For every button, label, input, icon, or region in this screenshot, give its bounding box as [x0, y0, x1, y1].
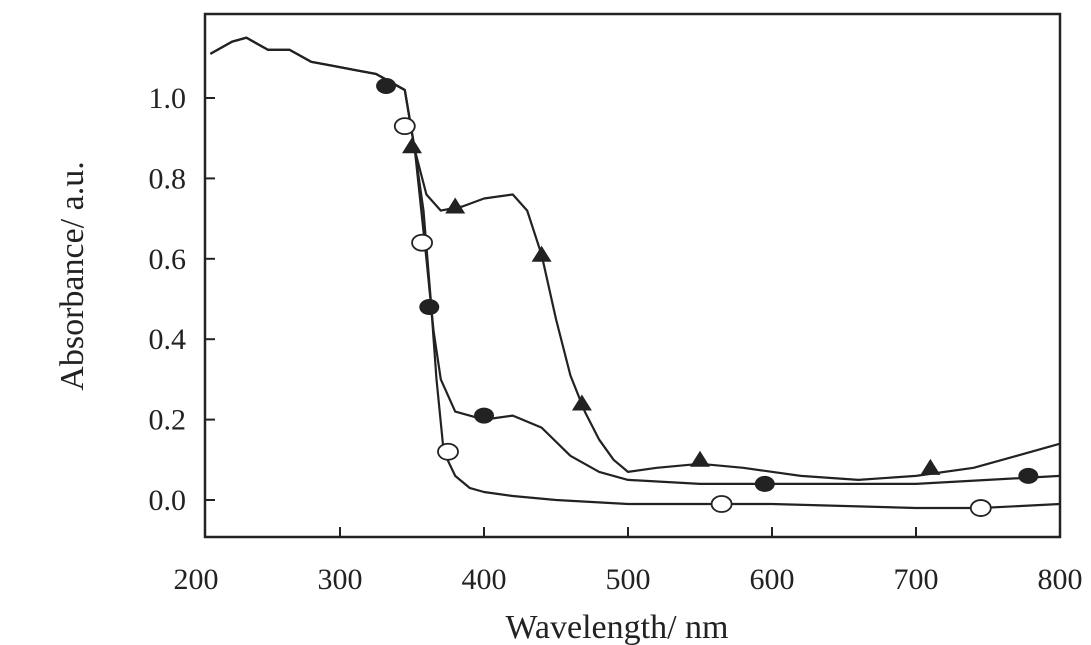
series-open-circle	[209, 36, 1061, 517]
plot-frame	[203, 12, 1062, 539]
open-circle-marker	[437, 442, 459, 461]
triangle-marker	[445, 197, 466, 214]
axis-ticks	[205, 97, 917, 537]
series-line	[209, 36, 1061, 485]
x-tick-label: 400	[462, 563, 507, 596]
open-circle-marker	[411, 233, 433, 252]
x-tick-label: 500	[606, 563, 651, 596]
open-circle-marker	[969, 499, 992, 517]
y-tick-label: 0.0	[149, 484, 187, 517]
x-tick-label: 300	[318, 563, 363, 596]
x-tick-label: 600	[750, 563, 795, 596]
x-axis-title: Wavelength/ nm	[506, 609, 729, 645]
y-tick-label: 1.0	[149, 82, 187, 115]
series-line	[209, 36, 1061, 481]
triangle-marker	[571, 394, 592, 411]
x-tick-label: 200	[174, 563, 219, 596]
triangle-marker	[402, 137, 422, 154]
x-tick-label: 800	[1038, 563, 1083, 596]
y-tick-labels: 0.0 0.2 0.4 0.6 0.8 1.0	[149, 82, 187, 517]
y-axis-title: Absorbance/ a.u.	[54, 161, 91, 390]
y-tick-label: 0.8	[149, 162, 187, 195]
open-circle-marker	[710, 495, 733, 513]
triangle-marker	[531, 245, 552, 262]
series-filled-triangle	[209, 36, 1061, 481]
open-circle-marker	[393, 117, 416, 136]
series-group	[209, 36, 1061, 517]
y-tick-label: 0.6	[149, 243, 187, 276]
y-tick-label: 0.4	[149, 323, 187, 356]
filled-circle-marker	[474, 407, 494, 424]
x-tick-label: 700	[894, 563, 939, 596]
filled-circle-marker	[419, 299, 440, 316]
series-filled-circle	[209, 36, 1061, 492]
filled-circle-marker	[754, 475, 775, 492]
filled-circle-marker	[1018, 467, 1039, 484]
triangle-marker	[690, 450, 710, 467]
series-line	[209, 36, 1061, 510]
y-tick-label: 0.2	[149, 404, 187, 437]
x-tick-labels: 200 300 400 500 600 700 800	[174, 563, 1083, 596]
triangle-marker	[920, 458, 941, 475]
